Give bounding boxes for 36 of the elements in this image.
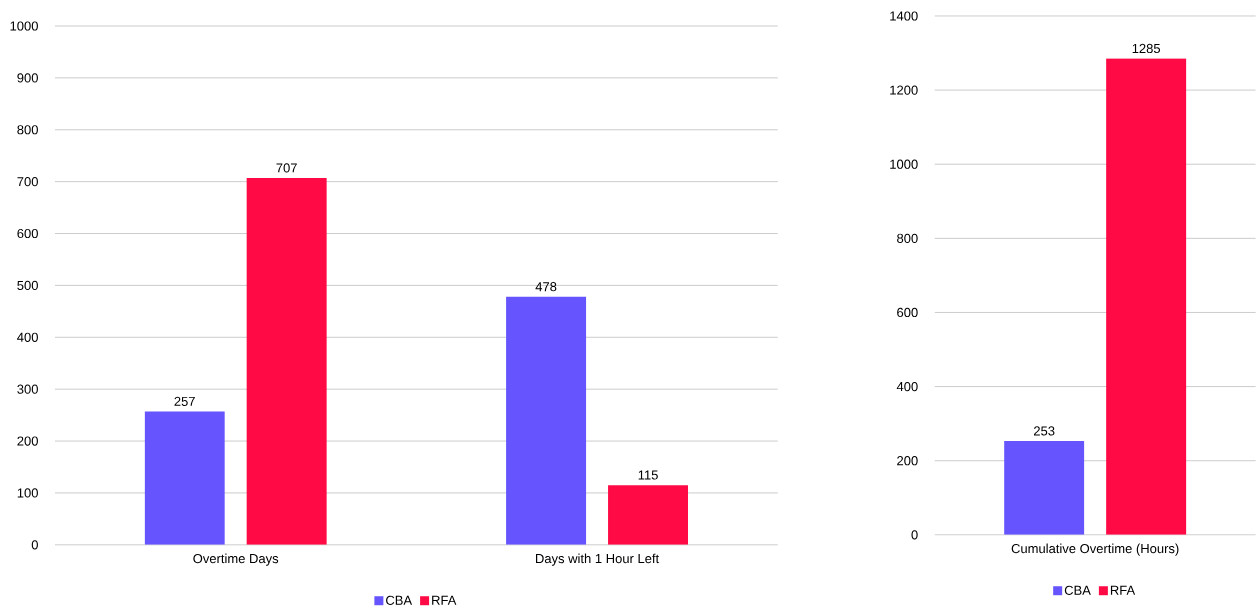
bar [246,178,327,545]
y-tick-label: 500 [17,280,38,291]
y-tick-label: 1200 [890,85,918,95]
legend-label: RFA [432,595,457,605]
x-tick-label: Days with 1 Hour Left [536,553,660,566]
y-tick-label: 0 [911,530,918,540]
y-tick-label: 900 [17,73,38,83]
data-label: 707 [276,163,297,173]
y-tick-label: 600 [897,307,918,318]
y-tick-label: 1400 [890,11,918,21]
bar [608,485,689,545]
bar [144,411,225,545]
legend-label: CBA [1064,585,1091,596]
y-tick-label: 0 [31,540,38,550]
y-tick-label: 800 [897,233,918,244]
legend-label: RFA [1110,585,1136,595]
y-tick-label: 700 [17,177,38,187]
y-tick-label: 1000 [890,159,918,169]
y-tick-label: 600 [17,229,38,239]
y-tick-label: 300 [17,384,38,394]
data-label: 257 [174,396,195,407]
bar [506,296,587,545]
y-tick-label: 800 [17,125,38,135]
y-tick-label: 200 [17,436,38,446]
y-tick-label: 400 [17,332,38,343]
data-label: 115 [638,470,658,480]
x-tick-label: Cumulative Overtime (Hours) [1011,543,1179,556]
data-label: 478 [535,282,557,292]
y-tick-label: 400 [896,382,918,392]
data-label: 253 [1033,426,1055,436]
x-tick-label: Overtime Days [193,553,279,566]
legend-label: CBA [386,595,413,606]
y-tick-label: 100 [17,488,38,498]
data-label: 1285 [1132,43,1161,54]
y-tick-label: 1000 [10,21,38,31]
y-tick-label: 200 [897,456,918,466]
